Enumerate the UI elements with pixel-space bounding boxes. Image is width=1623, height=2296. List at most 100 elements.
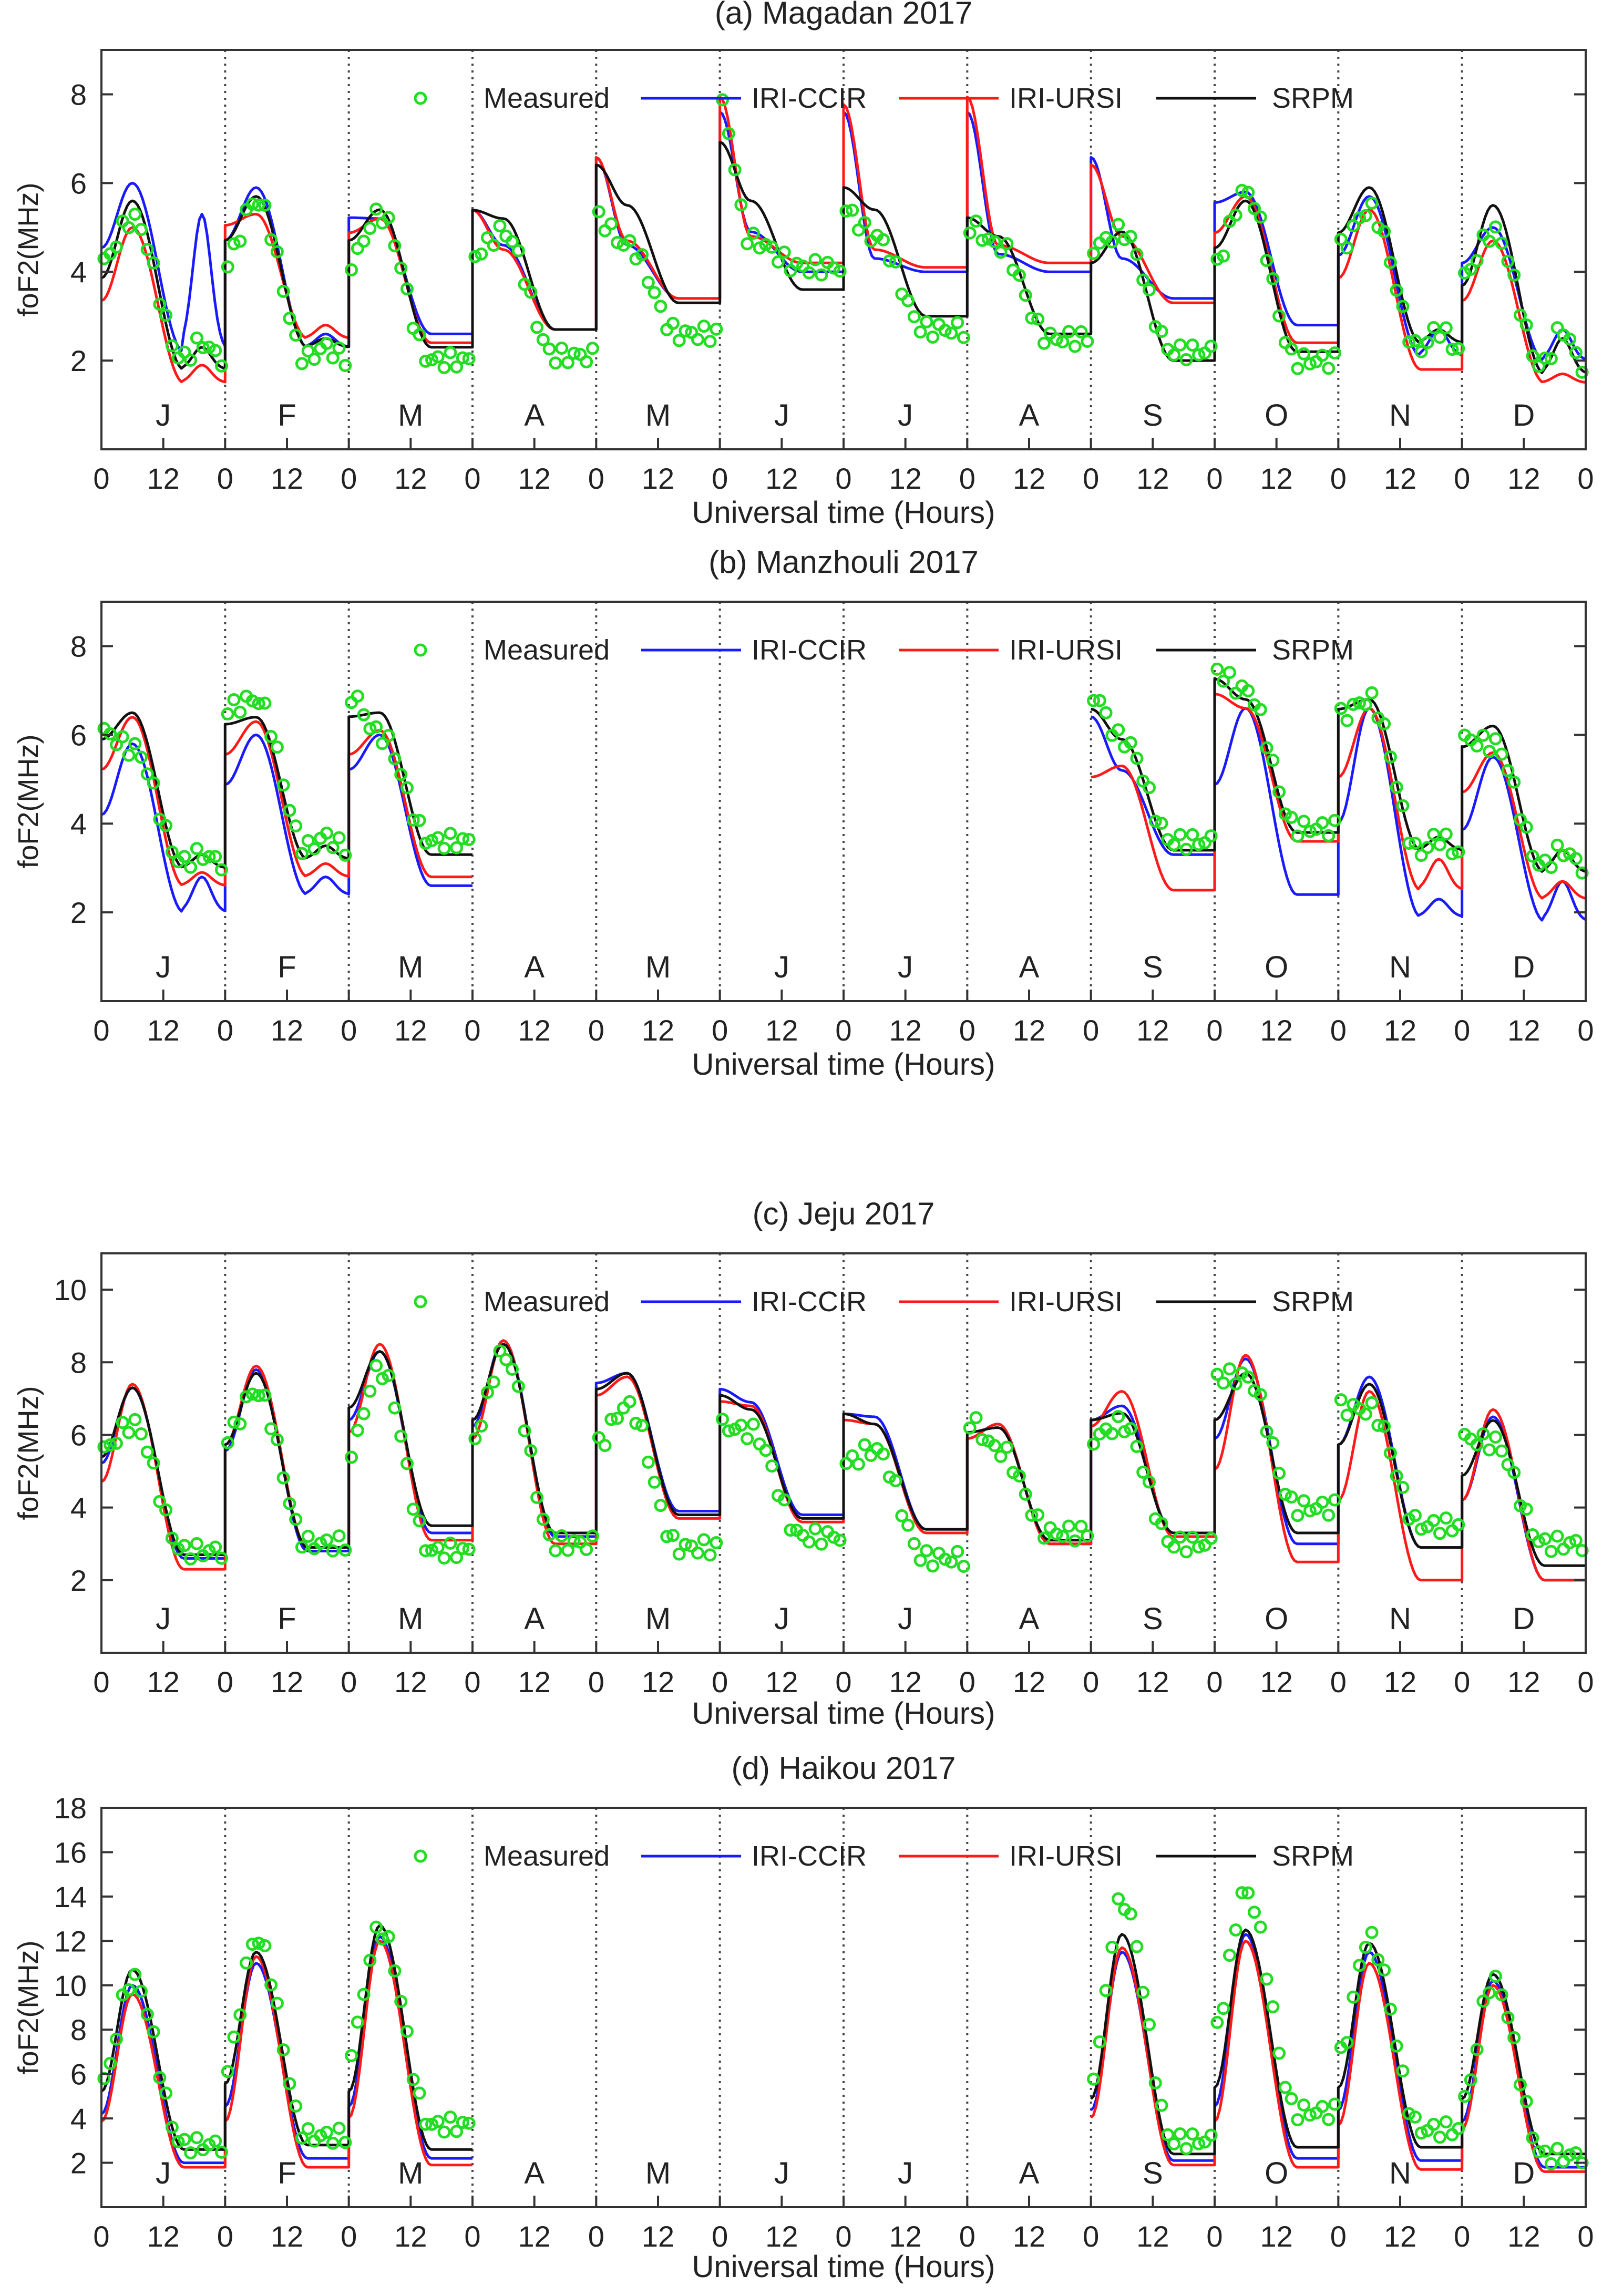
measured-point [1093, 2035, 1106, 2049]
measured-point [1161, 2128, 1175, 2141]
measured-point [252, 697, 265, 711]
measured-point [178, 1539, 191, 1552]
measured-point [233, 705, 247, 719]
measured-point [944, 326, 958, 340]
measured-point [1266, 272, 1280, 285]
measured-point [1563, 1536, 1577, 1550]
measured-point [1470, 1438, 1484, 1451]
measured-point [388, 239, 402, 253]
measured-point [147, 2025, 160, 2038]
measured-point [394, 1994, 408, 2008]
x-tick-label: 0 [93, 2220, 109, 2253]
x-tick-label: 12 [518, 1665, 551, 1698]
measured-point [159, 819, 173, 832]
measured-point [1050, 333, 1063, 346]
measured-point [839, 204, 853, 218]
measured-point [431, 350, 445, 364]
month-label: A [1019, 1602, 1040, 1636]
measured-point [1254, 1920, 1267, 1934]
measured-point [1291, 829, 1304, 843]
measured-point [135, 750, 148, 764]
measured-point [1532, 1535, 1546, 1549]
measured-point [982, 232, 995, 246]
measured-point [369, 1920, 383, 1934]
y-axis-label: foF2(MHz) [13, 183, 44, 317]
x-tick-label: 12 [1384, 1014, 1416, 1047]
measured-point [1179, 2142, 1193, 2156]
measured-point [1019, 289, 1032, 302]
measured-point [1124, 1422, 1137, 1436]
x-tick-label: 12 [1136, 462, 1169, 495]
month-label: J [774, 2156, 789, 2190]
legend-label: Measured [484, 1840, 610, 1872]
measured-point [1538, 1532, 1552, 1546]
measured-point [128, 208, 142, 221]
x-tick-label: 12 [271, 1665, 303, 1698]
measured-point [326, 351, 340, 365]
y-tick-label: 2 [70, 1564, 87, 1597]
measured-point [487, 1375, 500, 1389]
measured-point [1112, 1892, 1125, 1906]
measured-point [561, 1543, 574, 1557]
measured-point [1217, 249, 1230, 263]
measured-point [1501, 254, 1515, 268]
measured-point [165, 1531, 179, 1545]
x-tick-label: 0 [1330, 1665, 1347, 1698]
series-line-srpm [100, 1343, 1586, 1567]
measured-point [140, 243, 154, 256]
measured-point [109, 738, 123, 751]
measured-point [165, 2120, 179, 2134]
measured-point [1000, 237, 1014, 251]
measured-point [975, 233, 989, 247]
month-label: N [1389, 1602, 1411, 1636]
series-measured [97, 93, 1589, 379]
measured-point [728, 163, 742, 177]
measured-point [1365, 196, 1379, 210]
month-label: F [278, 398, 296, 433]
measured-point [351, 689, 364, 703]
measured-point [153, 2071, 167, 2085]
measured-point [1204, 2128, 1218, 2142]
measured-point [1452, 1518, 1465, 1531]
measured-point [400, 282, 414, 296]
measured-point [307, 353, 321, 366]
measured-point [338, 1543, 352, 1557]
legend-label: IRI-CCIR [752, 634, 867, 666]
month-label: F [278, 2156, 296, 2190]
measured-point [419, 837, 433, 850]
measured-point [258, 1939, 272, 1952]
measured-point [1068, 1534, 1082, 1548]
x-tick-label: 12 [1136, 2220, 1169, 2253]
series-measured [97, 1344, 1589, 1573]
measured-point [877, 233, 890, 246]
measured-point [833, 264, 847, 278]
x-tick-label: 12 [889, 1665, 922, 1698]
measured-point [153, 1495, 167, 1508]
x-axis-label: Universal time (Hours) [692, 1696, 995, 1731]
measured-point [1427, 1513, 1441, 1527]
measured-point [1229, 208, 1242, 222]
measured-point [926, 1559, 940, 1573]
measured-point [901, 294, 915, 307]
month-label: O [1265, 398, 1288, 433]
x-tick-label: 12 [271, 1014, 303, 1047]
measured-point [994, 245, 1008, 259]
measured-point [1439, 827, 1453, 841]
measured-point [388, 1964, 402, 1978]
measured-point [1316, 816, 1329, 830]
measured-point [1365, 1926, 1379, 1939]
measured-point [710, 322, 723, 336]
x-tick-label: 12 [147, 1665, 180, 1698]
measured-point [258, 696, 272, 710]
month-label: J [774, 950, 789, 984]
y-tick-label: 2 [70, 2147, 87, 2180]
measured-point [1519, 1502, 1533, 1516]
y-tick-label: 8 [70, 78, 87, 111]
measured-point [777, 245, 791, 259]
measured-point [1365, 686, 1379, 699]
month-label: M [645, 2156, 671, 2190]
y-tick-label: 6 [70, 718, 87, 751]
measured-point [1378, 1963, 1391, 1977]
x-tick-label: 0 [464, 1014, 480, 1047]
month-label: D [1513, 1602, 1535, 1636]
